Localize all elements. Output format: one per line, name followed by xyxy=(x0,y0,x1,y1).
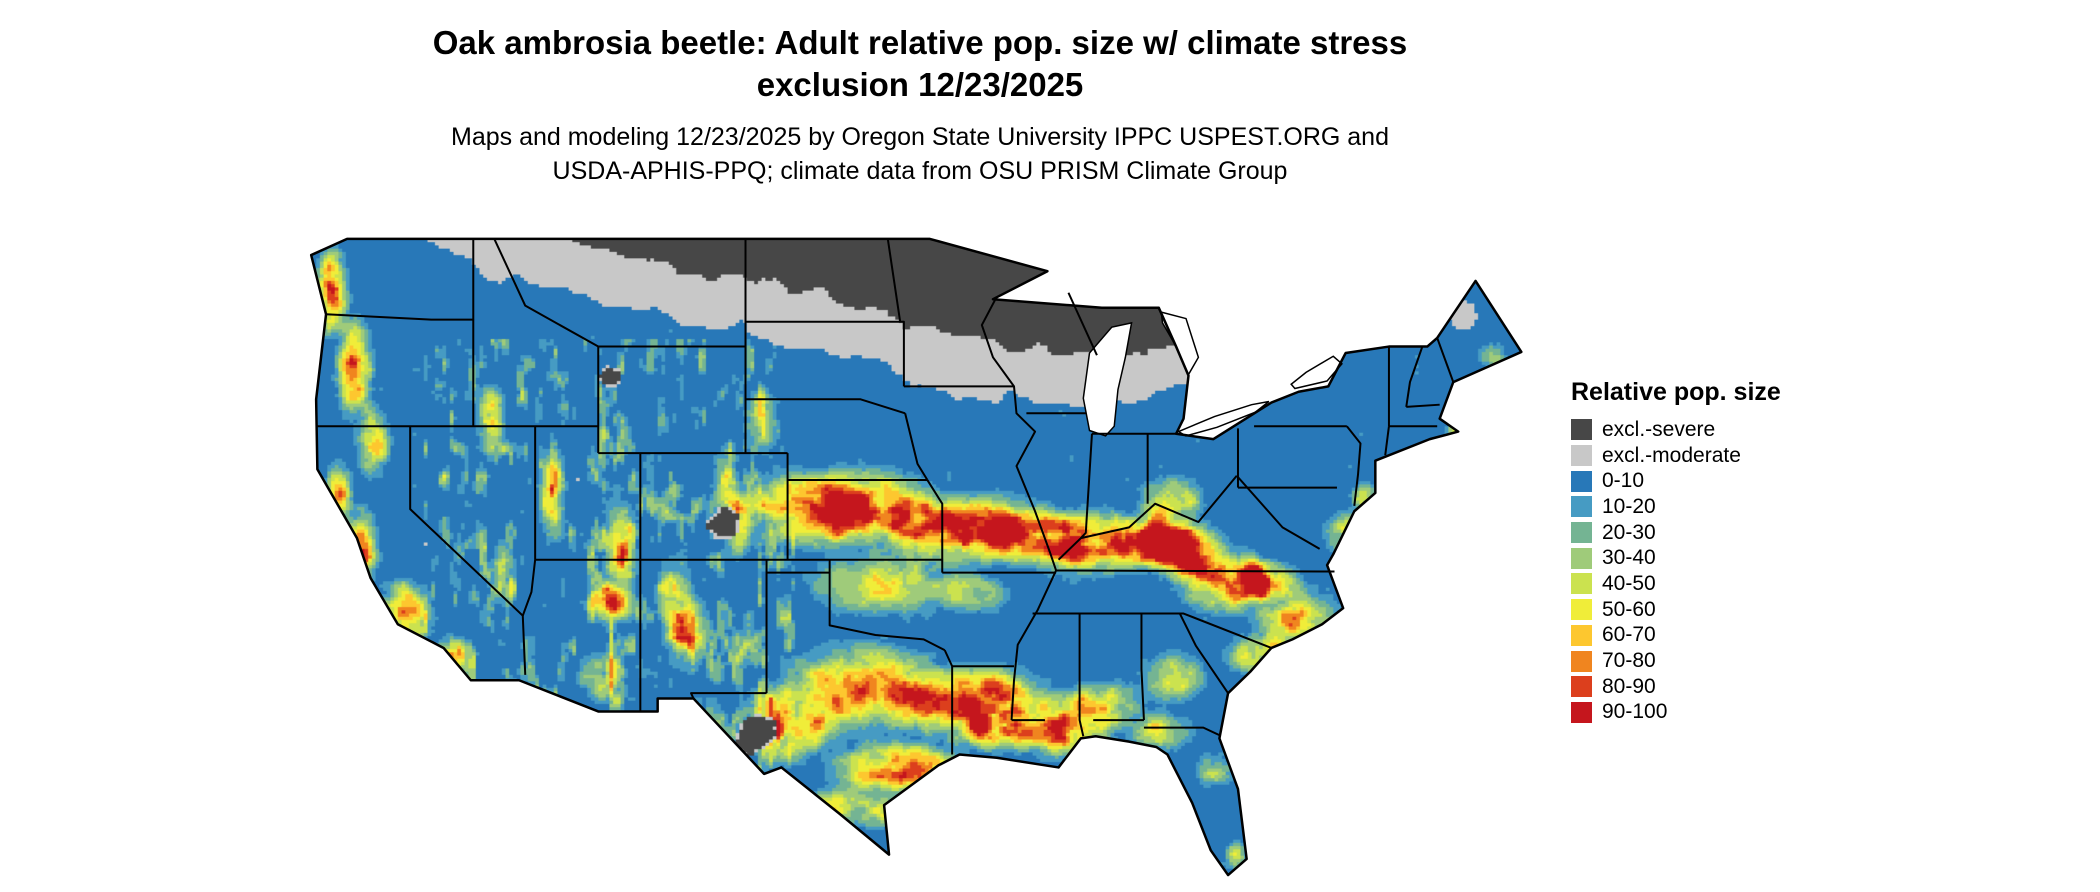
legend-swatch xyxy=(1571,522,1592,544)
legend-swatch xyxy=(1571,573,1592,595)
legend-swatch xyxy=(1571,419,1592,441)
legend-row: 90-100 xyxy=(1571,700,1851,726)
state-border xyxy=(523,560,535,616)
state-border xyxy=(1080,614,1084,737)
map-title-line2: exclusion 12/23/2025 xyxy=(756,66,1084,103)
state-border xyxy=(691,693,766,698)
state-border xyxy=(927,480,942,573)
state-border xyxy=(1180,614,1228,694)
state-border xyxy=(1141,614,1143,721)
legend-label: 50-60 xyxy=(1602,597,1656,621)
legend-label: excl.-severe xyxy=(1602,417,1716,441)
legend-row: 0-10 xyxy=(1571,468,1851,494)
legend-label: excl.-moderate xyxy=(1602,443,1741,467)
state-borders-overlay xyxy=(305,226,1530,888)
great-lake-shape xyxy=(1179,401,1269,435)
legend-row: excl.-severe xyxy=(1571,417,1851,443)
state-border xyxy=(494,239,598,347)
legend-label: 90-100 xyxy=(1602,700,1668,724)
national-outline xyxy=(311,239,1521,875)
legend-row: 30-40 xyxy=(1571,545,1851,571)
map-subtitle: Maps and modeling 12/23/2025 by Oregon S… xyxy=(0,120,1840,188)
state-border xyxy=(1237,476,1320,549)
legend-label: 10-20 xyxy=(1602,494,1656,518)
state-border xyxy=(905,413,927,480)
legend-row: 60-70 xyxy=(1571,623,1851,649)
legend-swatch xyxy=(1571,496,1592,518)
legend-row: 40-50 xyxy=(1571,571,1851,597)
legend-label: 20-30 xyxy=(1602,520,1656,544)
state-border xyxy=(1144,728,1219,736)
legend-row: 10-20 xyxy=(1571,494,1851,520)
state-border xyxy=(746,399,906,413)
great-lake-shape xyxy=(1161,312,1198,374)
conus-map xyxy=(305,226,1530,888)
map-title: Oak ambrosia beetle: Adult relative pop.… xyxy=(0,22,1840,106)
legend-swatch xyxy=(1571,676,1592,698)
state-border xyxy=(1033,614,1272,648)
legend-row: 70-80 xyxy=(1571,648,1851,674)
legend-label: 40-50 xyxy=(1602,571,1656,595)
legend-swatch xyxy=(1571,650,1592,672)
legend-label: 70-80 xyxy=(1602,649,1656,673)
legend-row: 20-30 xyxy=(1571,520,1851,546)
great-lake-shape xyxy=(1291,356,1342,388)
legend-swatch xyxy=(1571,599,1592,621)
state-border xyxy=(1347,426,1361,506)
state-border xyxy=(1056,570,1334,571)
state-border xyxy=(410,426,525,675)
map-subtitle-line1: Maps and modeling 12/23/2025 by Oregon S… xyxy=(451,123,1389,151)
legend-swatch xyxy=(1571,547,1592,569)
legend-swatch xyxy=(1571,701,1592,723)
state-border xyxy=(982,299,1056,720)
legend-label: 30-40 xyxy=(1602,546,1656,570)
state-border xyxy=(1385,426,1389,455)
legend-row: 50-60 xyxy=(1571,597,1851,623)
legend-items: excl.-severe excl.-moderate 0-10 10-20 20-30… xyxy=(1571,417,1851,725)
legend-swatch xyxy=(1571,470,1592,492)
population-heatmap-canvas xyxy=(305,226,1530,888)
state-border xyxy=(888,239,904,386)
state-border xyxy=(1068,293,1096,355)
map-subtitle-line2: USDA-APHIS-PPQ; climate data from OSU PR… xyxy=(552,157,1288,185)
state-border xyxy=(326,239,473,320)
legend-swatch xyxy=(1571,624,1592,646)
state-border xyxy=(1406,347,1422,407)
legend-row: 80-90 xyxy=(1571,674,1851,700)
state-border xyxy=(1059,476,1237,560)
state-border xyxy=(1081,434,1092,538)
state-border xyxy=(830,573,945,651)
title-block: Oak ambrosia beetle: Adult relative pop.… xyxy=(0,22,1840,188)
map-title-line1: Oak ambrosia beetle: Adult relative pop.… xyxy=(432,24,1408,61)
legend-label: 0-10 xyxy=(1602,469,1645,493)
state-border xyxy=(767,560,830,573)
legend: Relative pop. size excl.-severe excl.-mod… xyxy=(1571,378,1851,725)
state-border xyxy=(945,650,952,754)
state-border xyxy=(1406,405,1439,407)
legend-swatch xyxy=(1571,445,1592,467)
legend-title: Relative pop. size xyxy=(1571,378,1781,406)
state-border xyxy=(1437,338,1453,382)
legend-label: 80-90 xyxy=(1602,674,1656,698)
legend-row: excl.-moderate xyxy=(1571,443,1851,469)
legend-label: 60-70 xyxy=(1602,623,1656,647)
